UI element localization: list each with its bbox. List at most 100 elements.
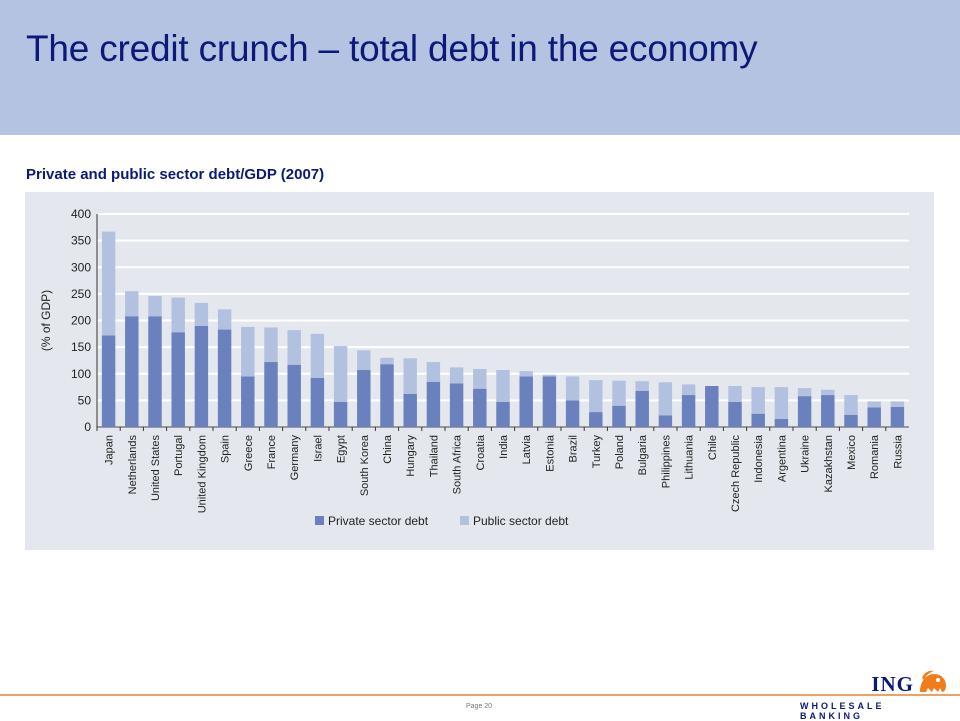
header-band: The credit crunch – total debt in the ec…	[0, 0, 960, 135]
bar-public-sector	[844, 395, 858, 415]
x-tick-label: Estonia	[544, 434, 556, 472]
bar-public-sector	[357, 350, 371, 371]
bar-private-sector	[403, 393, 417, 427]
bar-private-sector	[519, 376, 533, 427]
x-tick-label: Chile	[707, 435, 719, 460]
bar-public-sector	[380, 357, 394, 365]
bar-public-sector	[217, 309, 232, 330]
bar-private-sector	[148, 316, 162, 427]
bar-private-sector	[867, 407, 881, 427]
y-tick-label: 0	[84, 420, 91, 434]
ing-logo: ING WHOLESALE BANKING	[800, 668, 950, 721]
bar-public-sector	[333, 346, 348, 402]
bar-private-sector	[171, 332, 185, 427]
debt-stacked-bar-chart: 0 50 100 150 200 250 300 350 400 (% of GDP) Japan N…	[39, 207, 909, 528]
bar-private-sector	[449, 383, 464, 427]
bar-public-sector	[496, 370, 510, 402]
bar-private-sector	[241, 376, 255, 427]
x-tick-label: Czech Republic	[730, 435, 742, 513]
bar-public-sector	[241, 326, 255, 377]
logo-text: ING	[871, 672, 914, 696]
lion-icon	[920, 670, 946, 692]
x-tick-label: Japan	[104, 435, 116, 465]
bar-public-sector	[148, 296, 162, 317]
bar-private-sector	[821, 395, 835, 427]
bar-public-sector	[287, 330, 301, 365]
x-tick-label: Israel	[312, 435, 324, 462]
page-number: Page 20	[466, 703, 493, 710]
bar-public-sector	[426, 362, 441, 382]
x-tick-label: Latvia	[521, 434, 533, 464]
x-tick-label: Greece	[243, 435, 255, 471]
bar-public-sector	[565, 376, 580, 401]
x-tick-label: France	[266, 435, 278, 469]
bar-private-sector	[333, 401, 348, 427]
x-tick-label: Croatia	[475, 434, 487, 470]
bar-public-sector	[774, 387, 789, 420]
x-tick-label: Egypt	[336, 435, 348, 463]
bar-public-sector	[449, 367, 464, 384]
bar-private-sector	[473, 388, 487, 427]
bar-private-sector	[542, 376, 557, 427]
x-tick-label: China	[382, 434, 394, 464]
bar-public-sector	[612, 380, 626, 406]
bar-private-sector	[357, 370, 371, 427]
x-tick-label: Hungary	[405, 435, 417, 477]
chart-panel: 0 50 100 150 200 250 300 350 400 (% of GDP) Japan N…	[25, 192, 934, 550]
bar-public-sector	[194, 302, 209, 326]
bar-public-sector	[821, 389, 835, 396]
bar-private-sector	[287, 364, 301, 427]
bar-public-sector	[589, 380, 603, 413]
y-tick-label: 200	[71, 314, 91, 328]
bar-private-sector	[194, 325, 209, 427]
bar-public-sector	[310, 333, 325, 379]
y-tick-label: 50	[78, 393, 92, 407]
bar-private-sector	[635, 390, 649, 427]
bar-private-sector	[264, 362, 278, 427]
y-axis-label: (% of GDP)	[39, 290, 53, 351]
bar-private-sector	[612, 405, 626, 427]
x-tick-label: Portugal	[173, 435, 185, 476]
bar-private-sector	[774, 419, 789, 427]
page-title: The credit crunch – total debt in the ec…	[26, 28, 758, 69]
bar-public-sector	[890, 401, 905, 407]
y-tick-label: 250	[71, 287, 91, 301]
bar-public-sector	[171, 297, 185, 333]
bar-public-sector	[125, 291, 139, 317]
bar-public-sector	[519, 371, 533, 377]
bar-private-sector	[426, 381, 441, 427]
bar-public-sector	[681, 384, 696, 396]
footer-divider	[0, 694, 960, 696]
bar-public-sector	[101, 231, 116, 336]
x-tick-label: India	[498, 434, 510, 459]
bar-private-sector	[751, 413, 765, 427]
bar-public-sector	[728, 385, 742, 402]
bar-private-sector	[125, 316, 139, 427]
bar-private-sector	[658, 415, 673, 427]
x-tick-label: Lithuania	[684, 434, 696, 480]
y-tick-label: 350	[71, 234, 91, 248]
y-tick-label: 150	[71, 340, 91, 354]
bar-private-sector	[844, 414, 858, 427]
bar-public-sector	[264, 327, 278, 363]
bar-private-sector	[496, 401, 510, 427]
bar-private-sector	[101, 335, 116, 427]
bar-public-sector	[473, 368, 487, 389]
bar-public-sector	[542, 374, 557, 377]
x-tick-label: Kazakhstan	[823, 435, 835, 492]
bar-public-sector	[635, 381, 649, 391]
chart-subtitle: Private and public sector debt/GDP (2007…	[26, 166, 325, 183]
x-tick-label: Indonesia	[753, 434, 765, 483]
x-tick-label: Ukraine	[800, 435, 812, 473]
bar-private-sector	[565, 400, 580, 427]
y-tick-label: 100	[71, 367, 91, 381]
x-tick-label: United Kingdom	[196, 435, 208, 513]
bar-public-sector	[403, 358, 417, 394]
legend-label-public: Public sector debt	[473, 514, 569, 528]
x-tick-label: Philippines	[660, 435, 672, 489]
bar-private-sector	[728, 401, 742, 427]
bar-public-sector	[867, 401, 881, 408]
x-tick-label: South Korea	[359, 434, 371, 496]
x-tick-label: Thailand	[428, 435, 440, 477]
x-tick-label: Bulgaria	[637, 434, 649, 475]
